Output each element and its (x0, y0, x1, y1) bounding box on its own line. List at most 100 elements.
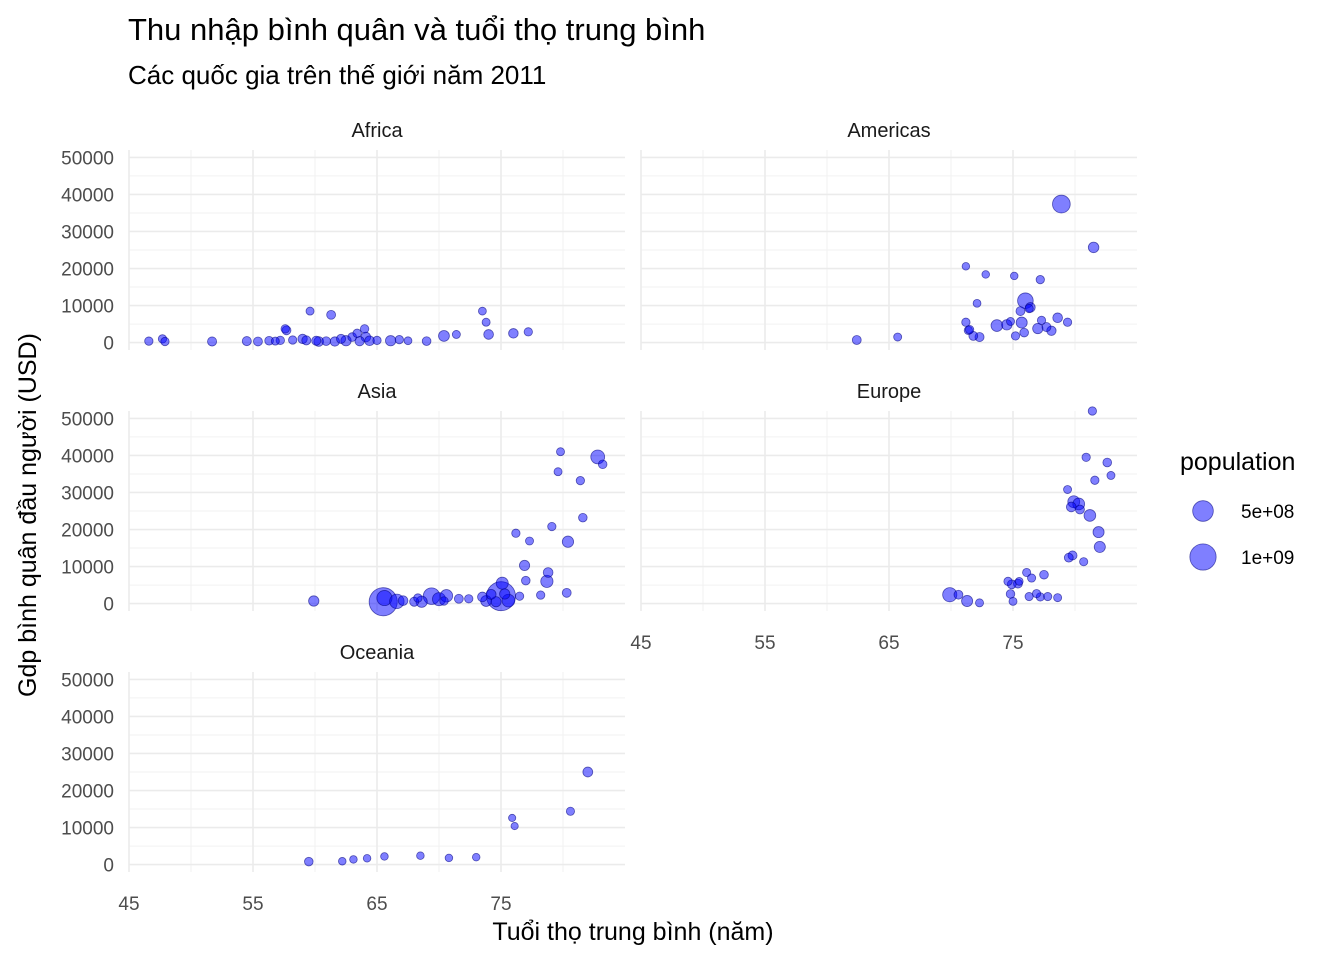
data-point-europe (1081, 452, 1091, 462)
data-point-americas (1019, 327, 1029, 338)
data-point-europe (1063, 552, 1074, 563)
y-tick-label: 20000 (61, 521, 114, 542)
data-point-asia (542, 567, 554, 578)
y-tick-label: 30000 (61, 744, 114, 765)
data-point-africa (372, 335, 382, 345)
data-point-africa (385, 335, 397, 347)
data-point-asia (553, 467, 563, 477)
data-point-oceania (380, 852, 389, 861)
data-point-europe (1008, 596, 1018, 606)
chart-subtitle: Các quốc gia trên thế giới năm 2011 (128, 60, 547, 90)
y-tick-label: 20000 (61, 260, 114, 281)
data-point-americas (1087, 241, 1100, 254)
data-point-europe (1022, 567, 1032, 577)
data-point-americas (990, 319, 1004, 332)
data-point-americas (1062, 317, 1073, 327)
data-point-africa (508, 328, 519, 339)
data-point-africa (160, 336, 170, 347)
data-point-oceania (471, 852, 481, 862)
data-point-africa (311, 335, 322, 346)
data-point-americas (851, 335, 862, 345)
x-axis-title: Tuổi thọ trung bình (năm) (492, 918, 773, 946)
data-point-oceania (444, 853, 454, 863)
data-point-africa (270, 336, 280, 346)
data-point-africa (403, 336, 413, 346)
data-point-americas (1010, 271, 1019, 281)
data-point-oceania (582, 766, 594, 778)
data-point-africa (481, 317, 491, 327)
data-point-africa (207, 336, 218, 347)
data-point-africa (326, 309, 336, 320)
data-point-europe (1092, 526, 1105, 539)
chart-title: Thu nhập bình quân và tuổi thọ trung bìn… (128, 12, 706, 47)
data-point-europe (1014, 577, 1024, 586)
data-point-asia (575, 476, 585, 486)
data-point-asia (521, 575, 531, 586)
data-point-oceania (304, 856, 314, 867)
data-point-africa (253, 336, 263, 347)
data-point-oceania (416, 851, 425, 860)
y-tick-label: 40000 (61, 185, 114, 206)
data-point-africa (483, 329, 494, 340)
data-point-europe (975, 598, 984, 608)
data-point-asia (413, 593, 423, 603)
data-point-asia (511, 528, 521, 538)
data-point-europe (961, 595, 974, 607)
data-point-asia (453, 593, 464, 604)
data-point-europe (1053, 593, 1063, 603)
data-point-americas (1024, 303, 1034, 314)
data-point-asia (597, 459, 608, 470)
data-point-africa (336, 333, 346, 344)
data-point-europe (1075, 504, 1085, 515)
data-point-oceania (349, 855, 358, 864)
data-point-asia (536, 590, 546, 600)
facet-label-africa: Africa (351, 120, 403, 142)
data-point-oceania (508, 813, 517, 822)
facet-label-europe: Europe (857, 381, 922, 403)
data-point-africa (438, 330, 450, 342)
data-point-asia (397, 595, 409, 606)
data-point-asia (547, 521, 557, 532)
data-point-asia (464, 594, 474, 604)
data-point-africa (305, 306, 315, 316)
data-point-asia (439, 596, 449, 606)
data-point-asia (490, 596, 502, 608)
data-point-asia (308, 595, 320, 607)
y-axis-title: Gdp bình quân đầu người (USD) (14, 333, 42, 697)
y-tick-label: 10000 (61, 297, 114, 318)
data-point-africa (523, 327, 533, 337)
facet-label-oceania: Oceania (340, 642, 415, 664)
data-point-americas (972, 299, 982, 308)
data-point-europe (1043, 592, 1053, 602)
data-point-asia (519, 559, 531, 571)
data-point-asia (495, 576, 509, 590)
data-point-americas (1052, 312, 1063, 324)
legend-label: 5e+08 (1241, 502, 1294, 523)
y-tick-label: 40000 (61, 446, 114, 467)
x-tick-label: 75 (1002, 633, 1023, 654)
x-tick-label: 45 (118, 894, 139, 915)
data-point-europe (1087, 406, 1097, 416)
y-tick-label: 30000 (61, 222, 114, 243)
data-point-africa (144, 336, 154, 346)
data-point-asia (499, 588, 511, 600)
y-tick-label: 30000 (61, 483, 114, 504)
data-point-africa (280, 324, 290, 334)
data-point-europe (1003, 576, 1013, 586)
data-point-europe (1032, 589, 1042, 599)
data-point-africa (352, 328, 362, 338)
y-tick-label: 10000 (61, 558, 114, 579)
legend-title: population (1180, 448, 1295, 476)
data-point-africa (241, 336, 252, 347)
data-point-americas (1015, 306, 1026, 316)
data-point-asia (561, 535, 575, 548)
data-point-americas (961, 317, 971, 327)
data-point-europe (1090, 475, 1100, 485)
data-point-americas (1010, 331, 1021, 341)
data-point-asia (515, 591, 525, 601)
data-point-americas (1041, 322, 1052, 332)
data-point-europe (1063, 485, 1072, 494)
data-point-europe (953, 589, 964, 600)
data-point-oceania (338, 857, 347, 866)
